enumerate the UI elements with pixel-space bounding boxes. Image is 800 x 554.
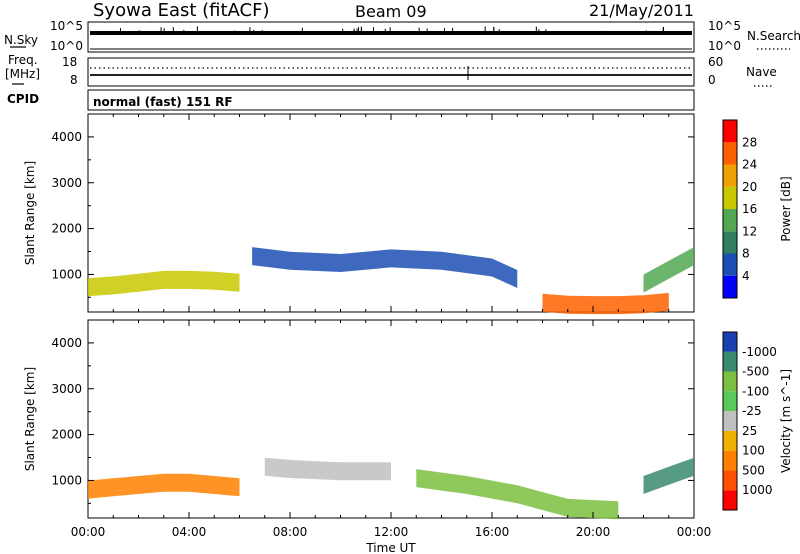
x-tick-label: 00:00 bbox=[677, 525, 712, 539]
noise-right-tick-top: 10^5 bbox=[708, 19, 741, 33]
noise-left-label: N.Sky bbox=[4, 33, 38, 47]
colorbar-tick-label: 8 bbox=[742, 247, 750, 261]
colorbar-segment bbox=[723, 209, 737, 232]
freq-left-label-2: [MHz] bbox=[5, 67, 40, 81]
data-band bbox=[643, 457, 694, 494]
colorbar-segment bbox=[723, 332, 737, 352]
colorbar-label: Velocity [m s^-1] bbox=[779, 369, 793, 473]
colorbar-tick-label: 24 bbox=[742, 158, 757, 172]
colorbar-tick-label: 16 bbox=[742, 202, 757, 216]
freq-right-tick-top: 60 bbox=[708, 55, 723, 69]
colorbar-tick-label: 28 bbox=[742, 135, 757, 149]
data-band bbox=[542, 292, 669, 315]
colorbar-segment bbox=[723, 253, 737, 276]
x-tick-label: 04:00 bbox=[172, 525, 207, 539]
colorbar-frame bbox=[722, 119, 738, 299]
noise-sky-spikes bbox=[119, 26, 665, 31]
y-tick-label: 1000 bbox=[51, 473, 82, 487]
y-tick-label: 1000 bbox=[51, 267, 82, 281]
data-band bbox=[252, 247, 518, 288]
colorbar-tick-label: -500 bbox=[742, 365, 769, 379]
noise-left-tick-top: 10^5 bbox=[50, 19, 83, 33]
x-tick-label: 20:00 bbox=[576, 525, 611, 539]
y-tick-label: 3000 bbox=[51, 176, 82, 190]
colorbar-segment bbox=[723, 142, 737, 165]
beam-title: Beam 09 bbox=[355, 2, 427, 21]
colorbar-tick-label: 25 bbox=[742, 424, 757, 438]
data-band bbox=[643, 247, 694, 293]
y-tick-label: 2000 bbox=[51, 428, 82, 442]
y-tick-label: 3000 bbox=[51, 382, 82, 396]
freq-right-label: Nave bbox=[746, 65, 777, 79]
cpid-value: normal (fast) 151 RF bbox=[93, 95, 233, 109]
data-band bbox=[264, 457, 391, 481]
colorbar-tick-label: -25 bbox=[742, 404, 762, 418]
colorbar-segment bbox=[723, 430, 737, 451]
colorbar-segment bbox=[723, 120, 737, 143]
noise-left-tick-bottom: 10^0 bbox=[50, 39, 83, 53]
x-tick-label: 12:00 bbox=[374, 525, 409, 539]
colorbar-segment bbox=[723, 490, 737, 510]
y-axis-label: Slant Range [km] bbox=[23, 367, 37, 471]
data-band bbox=[88, 270, 240, 297]
colorbar-segment bbox=[723, 275, 737, 298]
y-axis-label: Slant Range [km] bbox=[23, 161, 37, 265]
colorbar-tick-label: 12 bbox=[742, 224, 757, 238]
power-panel: 1000 2000 3000 4000 Slant Range [km] 4 8 12 16 20… bbox=[23, 113, 793, 315]
freq-left-tick-bottom: 8 bbox=[70, 73, 78, 87]
y-tick-label: 2000 bbox=[51, 222, 82, 236]
colorbar-tick-label: -1000 bbox=[742, 345, 777, 359]
colorbar-tick-label: 500 bbox=[742, 463, 765, 477]
colorbar-label: Power [dB] bbox=[779, 176, 793, 241]
freq-panel-frame bbox=[87, 57, 695, 87]
noise-right-tick-bottom: 10^0 bbox=[708, 39, 741, 53]
colorbar-segment bbox=[723, 186, 737, 209]
colorbar-segment bbox=[723, 351, 737, 372]
cpid-panel-frame bbox=[87, 89, 695, 111]
colorbar-tick-label: 4 bbox=[742, 269, 750, 283]
freq-left-tick-top: 18 bbox=[62, 55, 77, 69]
colorbar-segment bbox=[723, 231, 737, 254]
colorbar-segment bbox=[723, 164, 737, 187]
freq-right-tick-bottom: 0 bbox=[708, 73, 716, 87]
colorbar-tick-label: -100 bbox=[742, 384, 769, 398]
velocity-panel: 1000 2000 3000 4000 Slant Range [km] 00:00 04:… bbox=[23, 319, 793, 539]
date-title: 21/May/2011 bbox=[589, 1, 694, 20]
colorbar-tick-label: 20 bbox=[742, 180, 757, 194]
colorbar-tick-label: 100 bbox=[742, 444, 765, 458]
station-title: Syowa East (fitACF) bbox=[93, 0, 269, 21]
noise-sky-trace bbox=[90, 31, 692, 35]
data-band bbox=[416, 469, 619, 520]
x-tick-label: 00:00 bbox=[71, 525, 106, 539]
colorbar-segment bbox=[723, 391, 737, 412]
colorbar-segment bbox=[723, 450, 737, 471]
y-tick-label: 4000 bbox=[51, 336, 82, 350]
x-tick-label: 16:00 bbox=[475, 525, 510, 539]
freq-left-label-1: Freq. bbox=[8, 53, 38, 67]
x-tick-label: 08:00 bbox=[273, 525, 308, 539]
x-axis-label: Time UT bbox=[365, 541, 416, 554]
cpid-label: CPID bbox=[7, 92, 39, 106]
noise-panel-frame bbox=[87, 21, 695, 53]
noise-right-label: N.Search bbox=[747, 29, 800, 43]
colorbar-segment bbox=[723, 371, 737, 392]
colorbar-frame bbox=[722, 331, 738, 511]
colorbar-tick-label: 1000 bbox=[742, 483, 773, 497]
data-band bbox=[88, 473, 240, 499]
y-tick-label: 4000 bbox=[51, 130, 82, 144]
colorbar-segment bbox=[723, 411, 737, 431]
colorbar-segment bbox=[723, 470, 737, 491]
